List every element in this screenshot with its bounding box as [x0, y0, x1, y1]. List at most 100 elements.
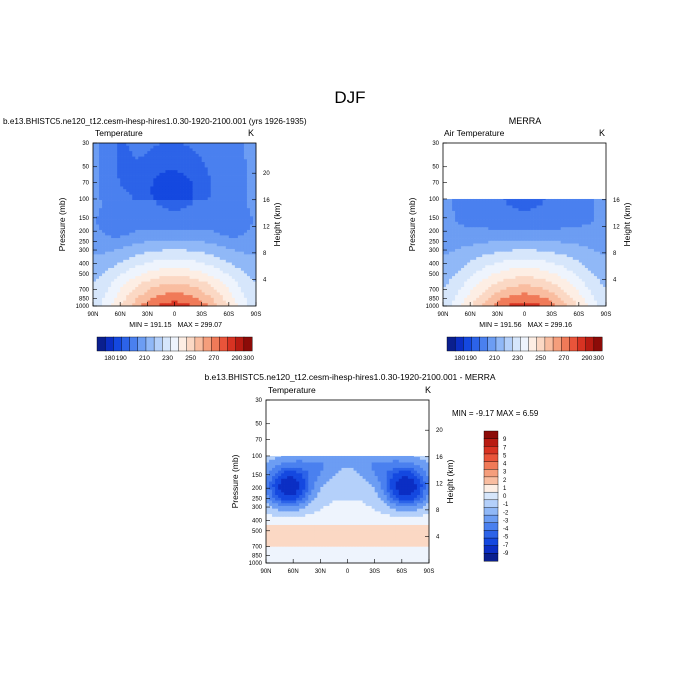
field-cell	[225, 281, 230, 285]
field-cell	[584, 210, 589, 214]
field-cell	[482, 216, 486, 220]
field-cell	[156, 164, 160, 168]
field-cell	[548, 198, 553, 201]
field-cell	[536, 243, 540, 247]
field-cell	[189, 172, 193, 176]
field-cell	[144, 221, 148, 225]
field-cell	[102, 229, 106, 233]
field-cell	[192, 202, 196, 206]
field-cell	[602, 262, 607, 266]
field-cell	[171, 197, 175, 201]
field-cell	[129, 210, 133, 214]
field-cell	[539, 265, 543, 269]
field-cell	[204, 175, 209, 179]
field-cell	[518, 235, 522, 239]
field-cell	[494, 224, 498, 228]
field-cell	[120, 295, 124, 299]
field-cell	[102, 232, 106, 236]
field-cell	[123, 205, 127, 209]
field-cell	[518, 232, 522, 236]
field-cell	[138, 224, 142, 228]
field-cell	[189, 243, 193, 247]
field-cell	[129, 181, 133, 185]
plot-area-model: 3050701001502002503004005007008501000481…	[57, 141, 282, 329]
field-cell	[225, 194, 230, 198]
field-cell	[96, 148, 100, 152]
field-cell	[144, 243, 148, 247]
field-cell	[234, 202, 239, 206]
field-cell	[569, 278, 574, 282]
field-cell	[174, 240, 178, 244]
field-cell	[213, 259, 218, 263]
field-cell	[99, 191, 103, 195]
field-cell	[114, 270, 118, 274]
field-cell	[530, 224, 534, 228]
field-cell	[560, 235, 565, 239]
field-cell	[132, 224, 136, 228]
field-cell	[168, 303, 172, 307]
field-cell	[491, 262, 495, 266]
field-cell	[129, 159, 133, 163]
field-cell	[599, 235, 604, 239]
field-cell	[572, 243, 577, 247]
field-cell	[141, 254, 145, 258]
field-cell	[120, 216, 124, 220]
field-cell	[195, 227, 199, 231]
field-cell	[204, 240, 209, 244]
field-cell	[159, 251, 163, 255]
field-cell	[234, 183, 239, 187]
field-cell	[560, 240, 565, 244]
field-cell	[150, 303, 154, 307]
field-cell	[213, 186, 218, 190]
field-cell	[234, 227, 239, 231]
field-cell	[581, 216, 586, 220]
field-cell	[183, 278, 187, 282]
field-cell	[138, 257, 142, 261]
field-cell	[521, 240, 525, 244]
field-cell	[515, 238, 519, 242]
field-cell	[174, 254, 178, 258]
field-cell	[563, 219, 568, 223]
field-cell	[147, 202, 151, 206]
field-cell	[530, 259, 534, 263]
field-cell	[593, 246, 598, 250]
field-cell	[141, 189, 145, 193]
field-cell	[509, 251, 513, 255]
field-cell	[470, 227, 474, 231]
right-axis-label: Height (km)	[272, 202, 282, 246]
field-cell	[132, 208, 136, 212]
field-cell	[557, 278, 562, 282]
field-cell	[105, 208, 109, 212]
field-cell	[129, 156, 133, 160]
field-cell	[243, 224, 248, 228]
field-cell	[557, 265, 562, 269]
field-cell	[192, 289, 196, 293]
field-cell	[201, 289, 206, 293]
field-cell	[479, 240, 483, 244]
field-cell	[141, 202, 145, 206]
field-cell	[189, 224, 193, 228]
field-cell	[491, 243, 495, 247]
field-cell	[488, 221, 492, 225]
field-cell	[602, 270, 607, 274]
field-cell	[240, 278, 245, 282]
field-cell	[195, 189, 199, 193]
field-cell	[473, 254, 477, 258]
field-cell	[599, 227, 604, 231]
field-cell	[141, 200, 145, 204]
field-cell	[222, 235, 227, 239]
field-cell	[186, 213, 190, 217]
field-cell	[563, 224, 568, 228]
field-cell	[449, 254, 453, 258]
field-cell	[566, 259, 571, 263]
field-cell	[488, 208, 492, 212]
field-cell	[225, 246, 230, 250]
panel-obs-title: Air Temperature	[444, 128, 505, 138]
field-cell	[563, 210, 568, 214]
field-cell	[180, 200, 184, 204]
field-cell	[96, 145, 100, 149]
field-cell	[479, 257, 483, 261]
field-cell	[530, 229, 534, 233]
field-cell	[105, 159, 109, 163]
field-cell	[210, 289, 215, 293]
